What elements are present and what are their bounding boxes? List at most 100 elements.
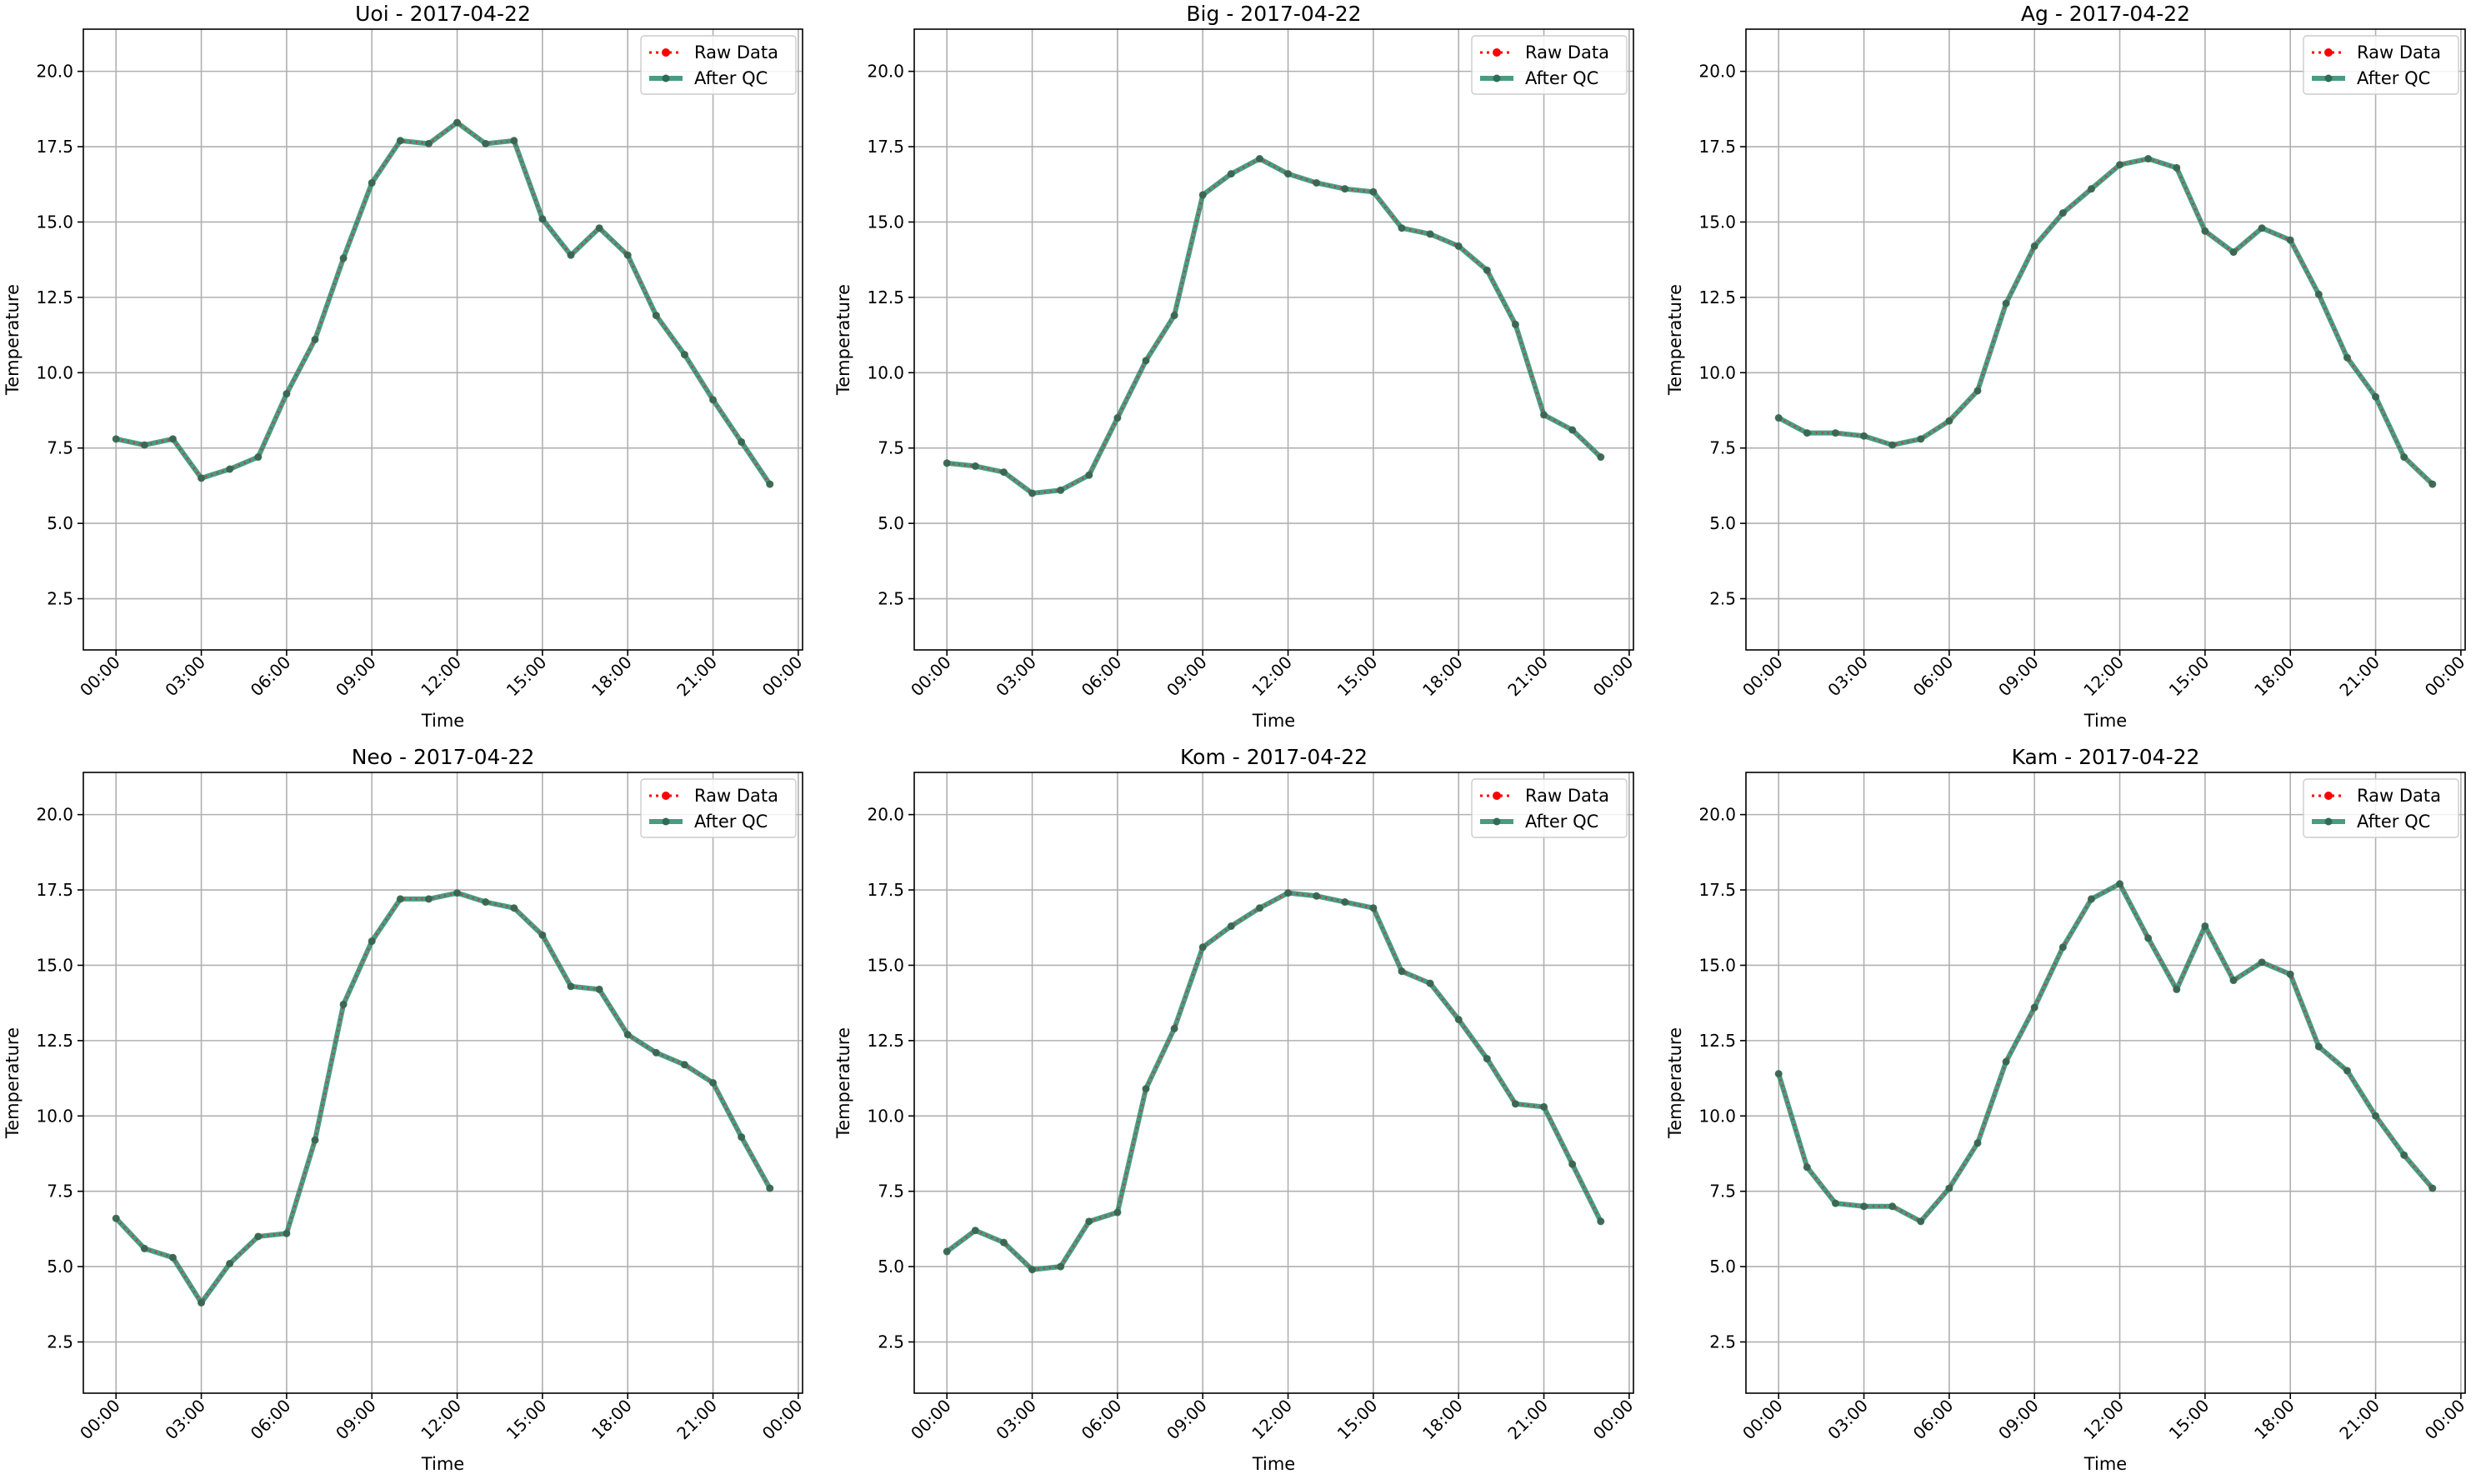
legend-raw-data-marker <box>662 792 670 800</box>
x-tick-label: 03:00 <box>1823 1396 1872 1444</box>
legend-after-qc-label: After QC <box>1525 68 1598 88</box>
legend-raw-data-label: Raw Data <box>1525 42 1609 62</box>
after-qc-point <box>2144 934 2153 942</box>
legend-after-qc-marker <box>1493 74 1501 82</box>
after-qc-point <box>766 480 774 488</box>
after-qc-point <box>1973 1139 1982 1147</box>
subplot-title: Kam - 2017-04-22 <box>2012 745 2200 769</box>
y-axis-label: Temperature <box>1665 1027 1685 1139</box>
y-tick-label: 17.5 <box>36 137 73 157</box>
legend-raw-data-marker <box>2324 48 2333 57</box>
y-tick-label: 5.0 <box>1709 513 1736 533</box>
x-tick-label: 00:00 <box>758 652 807 701</box>
after-qc-point <box>1597 1217 1605 1226</box>
after-qc-point <box>1085 471 1093 479</box>
after-qc-point <box>595 985 603 993</box>
after-qc-point <box>1284 170 1293 178</box>
y-tick-label: 20.0 <box>36 62 73 82</box>
y-tick-label: 10.0 <box>1698 1106 1736 1126</box>
after-qc-point <box>112 1214 120 1222</box>
after-qc-point <box>538 215 547 223</box>
x-tick-label: 18:00 <box>2250 652 2298 701</box>
after-qc-point <box>1313 178 1321 187</box>
after-qc-point <box>1398 967 1406 976</box>
after-qc-point <box>2087 895 2095 903</box>
x-tick-label: 12:00 <box>1248 652 1296 701</box>
series-after-qc-line <box>1777 156 2434 487</box>
after-qc-point <box>2428 1184 2437 1192</box>
after-qc-point <box>112 435 120 443</box>
after-qc-point <box>283 390 291 398</box>
after-qc-point <box>1028 489 1037 497</box>
y-tick-label: 15.0 <box>36 955 73 975</box>
x-tick-label: 18:00 <box>588 652 636 701</box>
after-qc-point <box>2058 209 2067 217</box>
legend-raw-data-label: Raw Data <box>694 786 778 806</box>
after-qc-point <box>168 1253 177 1262</box>
after-qc-point <box>1483 1055 1491 1063</box>
after-qc-point <box>1831 429 1839 437</box>
after-qc-point <box>283 1229 291 1237</box>
y-axis-label: Temperature <box>1665 284 1685 396</box>
x-tick-label: 09:00 <box>1994 1396 2043 1444</box>
y-tick-label: 17.5 <box>1698 880 1736 900</box>
after-qc-point <box>368 178 376 187</box>
series-after-qc-line <box>945 890 1603 1272</box>
after-qc-point <box>1085 1217 1093 1226</box>
legend-after-qc-marker <box>1493 817 1501 826</box>
x-tick-label: 03:00 <box>992 1396 1040 1444</box>
legend-after-qc-label: After QC <box>694 68 768 88</box>
after-qc-point <box>1057 1262 1065 1271</box>
after-qc-point <box>2002 1057 2010 1066</box>
x-tick-label: 15:00 <box>503 652 551 701</box>
x-tick-label: 00:00 <box>1589 1396 1638 1444</box>
y-tick-label: 12.5 <box>36 287 73 307</box>
after-qc-point <box>424 139 433 147</box>
after-qc-point <box>1284 889 1293 897</box>
y-tick-label: 5.0 <box>47 1257 73 1277</box>
after-qc-point <box>1398 224 1406 232</box>
series-raw-data-line <box>115 121 771 485</box>
legend-after-qc-marker <box>2324 817 2333 826</box>
after-qc-point <box>1860 1202 1868 1211</box>
after-qc-point <box>2286 236 2294 244</box>
axes-frame <box>913 772 1634 1394</box>
subplot-title: Neo - 2017-04-22 <box>352 745 535 769</box>
y-tick-label: 5.0 <box>1709 1257 1736 1277</box>
after-qc-point <box>510 137 518 145</box>
after-qc-point <box>2372 392 2380 401</box>
y-tick-label: 20.0 <box>36 805 73 825</box>
after-qc-point <box>1255 155 1263 163</box>
after-qc-point <box>2314 1042 2323 1051</box>
after-qc-point <box>424 895 433 903</box>
x-tick-label: 00:00 <box>758 1396 807 1444</box>
grid <box>914 29 1633 650</box>
x-tick-label: 21:00 <box>2335 652 2383 701</box>
after-qc-point <box>1568 426 1577 434</box>
x-tick-label: 00:00 <box>2421 652 2469 701</box>
x-tick-label: 18:00 <box>1418 1396 1467 1444</box>
subplot-title: Big - 2017-04-22 <box>1186 2 1361 26</box>
after-qc-point <box>623 1031 632 1039</box>
y-tick-label: 7.5 <box>878 1182 904 1202</box>
legend-after-qc-marker <box>2324 74 2333 82</box>
legend: Raw Data After QC <box>640 35 797 95</box>
after-qc-point <box>2030 242 2038 250</box>
x-tick-label: 06:00 <box>1909 652 1958 701</box>
after-qc-point <box>140 1244 148 1252</box>
after-qc-point <box>1540 1102 1548 1111</box>
after-qc-point <box>2229 248 2238 257</box>
after-qc-point <box>2314 290 2323 298</box>
grid <box>914 772 1633 1393</box>
after-qc-point <box>482 898 490 907</box>
after-qc-point <box>2400 1151 2408 1159</box>
x-tick-label: 12:00 <box>2079 1396 2128 1444</box>
after-qc-point <box>2286 970 2294 978</box>
axes-frame <box>83 28 803 651</box>
series-after-qc-line <box>114 890 773 1306</box>
after-qc-point <box>1341 898 1349 907</box>
x-axis-label: Time <box>421 711 464 731</box>
subplot-1: 2.5 5.0 7.5 10.0 12.5 15.0 17.5 20.0 00:00 03:00 0… <box>3 2 806 731</box>
after-qc-point <box>1568 1160 1577 1168</box>
axes-frame <box>1745 772 2466 1394</box>
